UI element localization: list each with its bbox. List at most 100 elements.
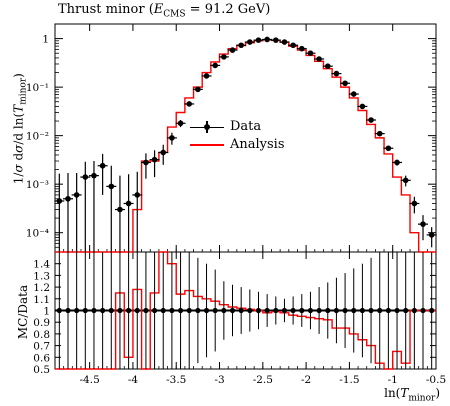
ratio-data-point [273,307,279,314]
ratio-y-tick-label: 1 [43,306,50,318]
data-point [420,221,426,227]
ratio-data-point [394,307,400,314]
ratio-data-point [229,307,236,314]
data-point [411,200,418,207]
ratio-data-point [203,307,210,314]
data-point [195,86,201,93]
ratio-data-point [151,307,158,314]
data-point [169,135,175,141]
ratio-data-point [290,307,296,314]
data-point [238,42,244,49]
ratio-data-point [299,307,305,314]
legend-item-data: Data [190,118,285,136]
data-point [273,37,279,43]
y-tick-label: 10⁻³ [26,179,49,191]
ratio-data-point [264,307,270,314]
ratio-data-point [307,307,314,314]
ratio-data-point [212,307,218,314]
ratio-data-point [342,307,348,314]
data-point [91,172,97,179]
ratio-data-point [221,307,227,314]
data-point [82,174,89,180]
data-point [359,103,366,110]
ratio-y-tick-label: 0.9 [33,317,50,329]
data-point [203,73,210,79]
data-point [281,39,288,45]
data-point [212,62,218,69]
ratio-data-point [160,307,166,314]
data-point [298,45,305,52]
analysis-ratio-histogram [55,251,436,370]
data-point [73,192,80,198]
y-tick-label: 10⁻² [26,131,49,143]
data-point [324,63,331,69]
ratio-data-point [117,307,123,314]
data-point [186,101,193,107]
analysis-line-icon [190,138,224,152]
data-point [99,162,106,169]
ratio-y-tick-label: 1.2 [33,282,50,294]
data-point [134,192,141,198]
ratio-data-point [255,307,262,314]
ratio-data-point [377,307,383,314]
ratio-data-point [385,307,391,314]
data-point [333,70,340,77]
legend: Data Analysis [190,118,285,154]
data-point [368,117,374,123]
x-tick-label: -2 [301,374,311,386]
ratio-data-point [368,307,374,314]
data-point [350,91,357,97]
data-point [376,130,383,137]
ratio-data-point [65,307,71,314]
y-tick-label: 1 [42,34,49,46]
y-tick-label: 10⁻⁴ [26,228,49,240]
data-point [342,80,348,87]
ratio-axis-title: MC/Data [16,284,30,340]
ratio-data-point [351,307,357,314]
ratio-data-point [74,307,80,314]
ratio-data-point [195,307,201,314]
ratio-data-point [100,307,106,314]
data-point [290,42,296,49]
ratio-y-tick-label: 1.3 [33,270,50,282]
ratio-data-point [403,307,409,314]
data-point [143,159,149,166]
ratio-data-point [411,307,417,314]
data-point [255,37,262,43]
data-point [428,232,435,238]
data-point [264,36,270,43]
data-point [151,156,158,163]
x-tick-label: -0.5 [426,374,446,386]
ratio-data-point [169,307,175,314]
data-point [229,47,236,53]
x-axis-title: ln(Tminor) [384,386,440,404]
ratio-data-point [238,307,244,314]
ratio-data-point [420,307,426,314]
x-tick-label: -1.5 [339,374,359,386]
data-point [221,54,227,60]
ratio-data-point [108,307,114,314]
data-point [394,159,400,166]
ratio-data-point [316,307,322,314]
ratio-y-tick-label: 0.5 [33,364,50,376]
ratio-y-tick-label: 0.8 [33,329,50,341]
ratio-data-point [333,307,340,314]
x-tick-label: -4 [128,374,139,386]
ratio-y-tick-label: 0.6 [33,352,50,364]
data-point [117,206,123,213]
data-point [385,145,392,152]
data-point [108,183,115,190]
ratio-y-tick-label: 0.7 [33,341,50,353]
data-point [65,195,71,202]
x-tick-label: -1 [388,374,398,386]
ratio-data-point [281,307,288,314]
ratio-data-point [134,307,140,314]
ratio-y-tick-label: 1.1 [33,294,50,306]
data-point [402,177,409,184]
ratio-data-point [56,307,62,314]
ratio-data-point [429,307,435,314]
data-point [316,56,322,62]
x-tick-label: -3.5 [166,374,186,386]
ratio-data-point [126,307,132,314]
